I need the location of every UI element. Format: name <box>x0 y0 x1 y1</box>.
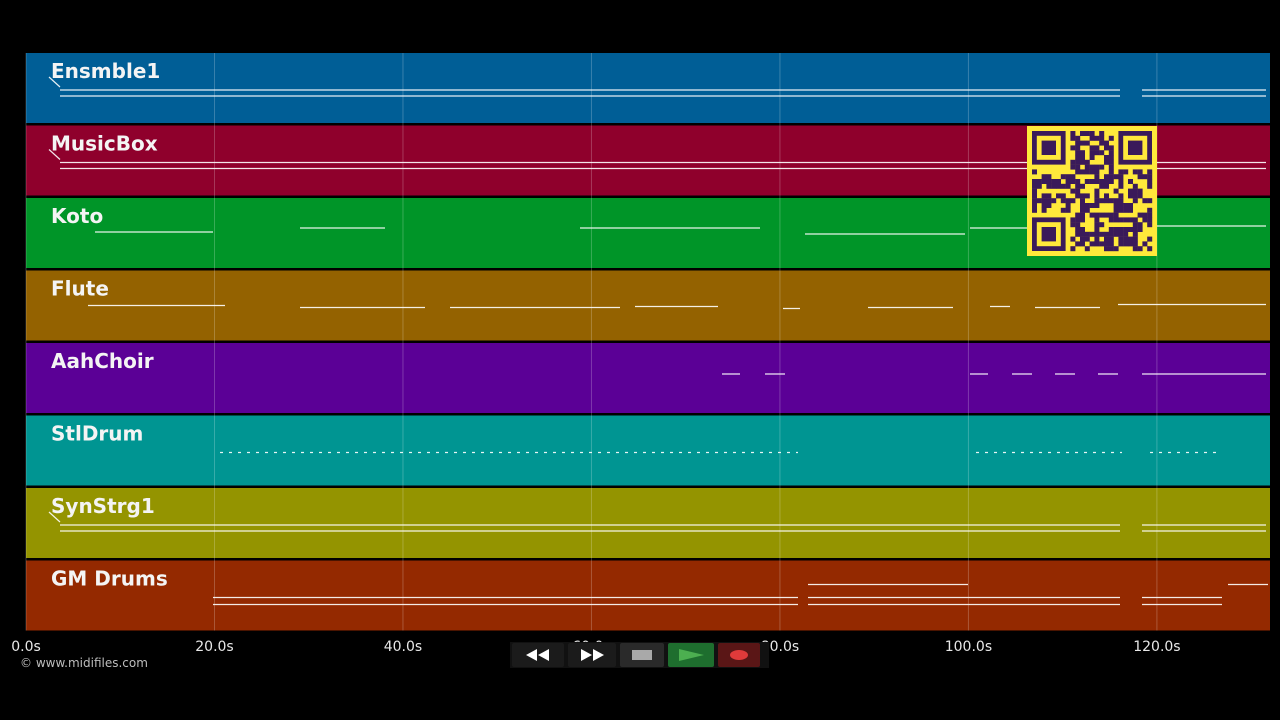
play-icon <box>679 649 704 661</box>
record-icon <box>730 650 748 660</box>
track-name: Ensmble1 <box>51 59 160 83</box>
record-button[interactable] <box>718 643 760 667</box>
rewind-icon <box>526 649 549 661</box>
track-name: Koto <box>51 204 103 228</box>
track-lane <box>26 415 1270 486</box>
track-name: Flute <box>51 277 109 301</box>
track-name: StlDrum <box>51 422 143 446</box>
track-name: SynStrg1 <box>51 494 155 518</box>
track-lane <box>26 270 1270 341</box>
stop-icon <box>632 650 652 660</box>
track-lane <box>26 53 1270 123</box>
copyright-text: © www.midifiles.com <box>20 656 148 670</box>
fast-forward-icon <box>581 649 604 661</box>
time-tick-label: 80.0s <box>761 639 799 655</box>
track-lane <box>26 488 1270 558</box>
stop-button[interactable] <box>620 643 664 667</box>
play-button[interactable] <box>668 643 714 667</box>
fast-forward-button[interactable] <box>568 643 616 667</box>
time-tick-label: 40.0s <box>384 639 422 655</box>
transport-bar <box>510 642 769 668</box>
rewind-button[interactable] <box>512 643 564 667</box>
track-lane <box>26 343 1270 413</box>
track-name: AahChoir <box>51 349 154 373</box>
track-name: GM Drums <box>51 567 168 591</box>
time-tick-label: 120.0s <box>1133 639 1180 655</box>
time-tick-label: 20.0s <box>195 639 233 655</box>
time-tick-label: 0.0s <box>11 639 41 655</box>
track-name: MusicBox <box>51 132 158 156</box>
time-tick-label: 100.0s <box>945 639 992 655</box>
qr-code <box>1027 126 1157 256</box>
track-lane <box>26 560 1270 631</box>
